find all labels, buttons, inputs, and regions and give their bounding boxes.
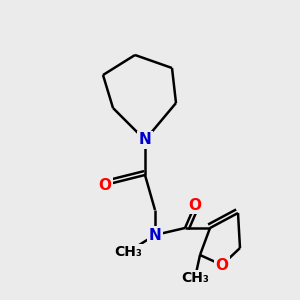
Text: O: O xyxy=(188,197,202,212)
Text: O: O xyxy=(215,257,229,272)
Text: O: O xyxy=(98,178,112,193)
Text: N: N xyxy=(139,133,152,148)
Text: N: N xyxy=(148,227,161,242)
Text: CH₃: CH₃ xyxy=(114,245,142,259)
Text: CH₃: CH₃ xyxy=(181,271,209,285)
